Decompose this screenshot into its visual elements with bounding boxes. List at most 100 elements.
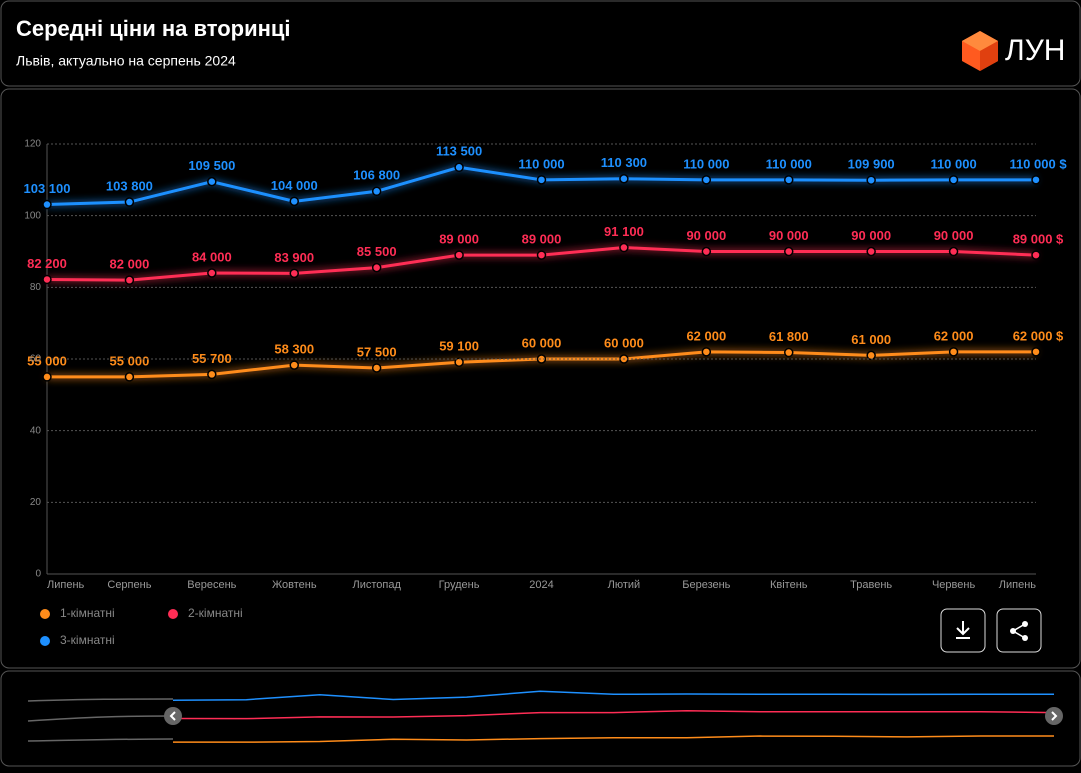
navigator-panel [0,670,1081,767]
data-label: 110 000 $ [1009,156,1067,171]
data-label: 62 000 [686,328,726,343]
legend-marker [40,636,50,646]
data-point [619,242,629,253]
data-label: 59 100 [439,339,479,354]
data-point [207,369,217,380]
data-label: 91 100 [604,224,644,239]
data-label: 57 500 [357,344,397,359]
data-label: 90 000 [769,228,809,243]
navigator-line [172,690,1054,702]
x-tick-label: Квітень [770,579,808,591]
data-label: 89 000 [439,232,479,247]
nav-handle-left[interactable] [164,707,182,725]
nav-handle-right[interactable] [1045,707,1063,725]
logo-text: ЛУН [1005,34,1065,67]
data-point [454,162,464,173]
data-point [454,357,464,367]
y-tick-label: 100 [24,210,41,221]
data-label: 103 100 [24,181,71,196]
data-point [371,363,382,373]
data-point [701,347,712,357]
data-label: 110 000 [518,156,564,171]
data-label: 104 000 [271,178,318,193]
navigator-line [172,709,1055,720]
data-point [701,246,712,257]
data-point [784,246,794,257]
y-tick-label: 60 [30,354,42,365]
data-point [42,274,52,285]
data-label: 84 000 [192,249,232,264]
data-point [866,246,876,257]
x-tick-label: Серпень [107,579,151,591]
data-label: 58 300 [274,342,314,357]
x-tick-label: Жовтень [272,579,317,591]
x-tick-label: 2024 [529,579,553,591]
data-label: 55 000 [110,353,150,368]
y-tick-label: 20 [30,497,42,508]
data-label: 109 500 [188,158,235,173]
data-label: 62 000 [934,328,974,343]
data-label: 82 000 [110,257,150,272]
x-tick-label: Липень [999,579,1037,591]
data-label: 89 000 [522,232,562,247]
data-point [371,186,382,197]
data-label: 110 000 [930,156,976,171]
data-point [1031,347,1041,357]
data-label: 103 800 [106,178,153,193]
y-tick-label: 80 [30,282,42,293]
header-panel [0,0,1081,87]
data-point [454,250,464,260]
data-point [948,175,959,185]
x-tick-label: Грудень [439,579,480,591]
data-point [289,360,299,370]
data-label: 90 000 [934,228,974,243]
data-label: 110 000 [766,156,812,171]
data-point [371,262,382,273]
navigator-outside [27,698,174,742]
data-label: 60 000 [604,335,644,350]
y-tick-label: 0 [35,569,41,580]
data-label: 60 000 [522,335,562,350]
share-button[interactable] [996,608,1042,653]
y-tick-label: 120 [24,139,41,150]
data-label: 85 500 [357,244,397,259]
x-tick-label: Березень [682,579,730,591]
data-point [207,268,217,278]
data-point [1031,175,1041,185]
data-point [701,175,712,185]
data-point [866,350,876,361]
data-point [1031,250,1041,260]
download-button[interactable] [940,608,986,653]
logo-icon [962,31,998,71]
legend-label: 3-кімнатні [60,633,115,647]
x-tick-label: Травень [850,579,892,591]
data-point [948,347,959,357]
data-point [948,246,959,257]
data-label: 55 000 [27,353,67,368]
chart-panel [0,88,1081,669]
data-point [289,196,299,207]
data-label: 109 900 [848,157,895,172]
data-label: 82 200 [27,256,67,271]
legend-label: 2-кімнатні [188,606,243,620]
data-point [124,275,135,285]
data-point [619,174,629,184]
data-point [42,199,52,210]
x-tick-label: Вересень [187,579,236,591]
title: Середні ціни на вторинці [16,16,291,41]
subtitle: Львів, актуально на серпень 2024 [16,53,236,69]
y-tick-label: 40 [30,425,42,436]
data-point [784,175,794,185]
data-point [536,354,547,364]
data-point [866,175,876,185]
data-label: 83 900 [274,250,314,265]
x-tick-label: Липень [47,579,85,591]
data-point [536,250,547,260]
data-label: 110 300 [601,155,647,170]
data-label: 89 000 $ [1013,232,1064,247]
legend-label: 1-кімнатні [60,606,115,620]
navigator-line [173,735,1054,743]
x-tick-label: Листопад [352,579,401,591]
